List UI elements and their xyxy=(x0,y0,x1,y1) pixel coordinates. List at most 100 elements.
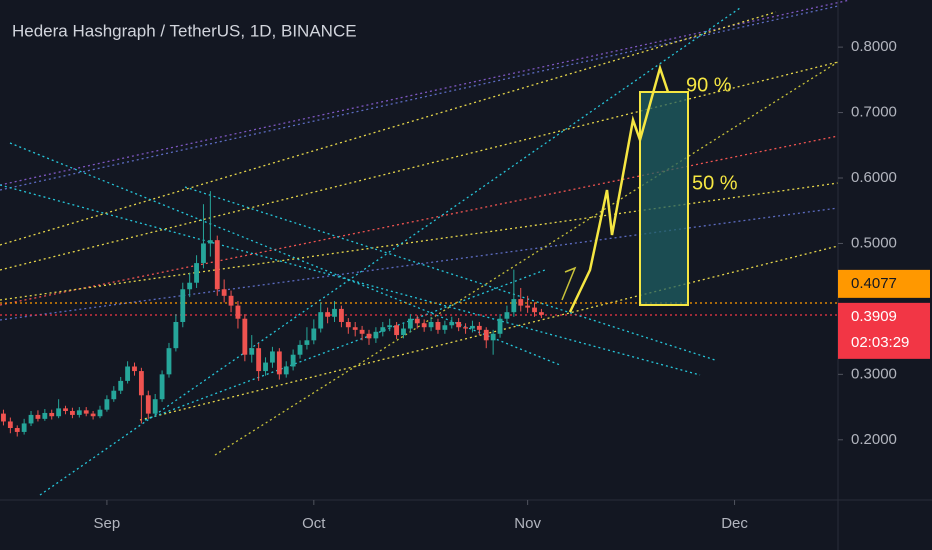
candle-body xyxy=(1,413,6,422)
countdown: 02:03:29 xyxy=(851,334,909,351)
candle-body xyxy=(125,366,131,381)
candle-body xyxy=(539,312,544,315)
candle-body xyxy=(194,263,199,283)
candle-body xyxy=(138,371,144,396)
target-box xyxy=(639,91,689,306)
candle-body xyxy=(332,308,337,317)
candle-body xyxy=(180,289,186,322)
candle-body xyxy=(152,399,158,414)
arrow xyxy=(561,266,577,301)
candle-body xyxy=(49,412,55,417)
candle-body xyxy=(532,307,537,313)
annotation: 90 % xyxy=(686,74,732,96)
x-tick-label: Nov xyxy=(514,515,541,532)
candle-body xyxy=(42,412,48,419)
trend-line xyxy=(144,269,546,421)
price-marker xyxy=(838,302,930,359)
trend-line xyxy=(0,182,839,301)
candle-body xyxy=(270,351,275,363)
x-tick-label: Dec xyxy=(721,515,748,532)
candle-body xyxy=(366,333,372,339)
candle-body xyxy=(297,344,303,355)
trend-line xyxy=(0,11,777,246)
candle-body xyxy=(263,362,268,372)
candle-body xyxy=(159,374,165,400)
x-tick-label: Oct xyxy=(302,515,326,532)
candle-body xyxy=(449,321,455,326)
candle-body xyxy=(380,327,386,332)
candle-body xyxy=(201,243,206,264)
trend-line xyxy=(0,61,839,271)
candle-body xyxy=(104,399,110,410)
candle-body xyxy=(70,410,75,415)
candle-body xyxy=(435,321,441,330)
trend-line xyxy=(9,142,561,366)
candle-body xyxy=(476,325,482,330)
candle-body xyxy=(304,340,310,345)
candle-body xyxy=(63,408,68,411)
candle-body xyxy=(338,308,344,322)
candle-body xyxy=(387,325,393,328)
candle-body xyxy=(83,410,89,414)
price-marker-label: 0.4077 xyxy=(851,275,897,292)
candle-body xyxy=(352,327,358,330)
candle-body xyxy=(456,321,462,328)
trend-line xyxy=(39,7,741,496)
candle-body xyxy=(35,414,41,419)
candle-body xyxy=(187,282,193,290)
y-tick-label: 0.5000 xyxy=(851,234,897,251)
candle-body xyxy=(311,328,317,341)
candle-body xyxy=(497,318,503,334)
candle-body xyxy=(118,380,124,391)
candle-body xyxy=(470,325,475,329)
candle-body xyxy=(145,395,151,414)
y-tick-label: 0.2000 xyxy=(851,431,897,448)
candle-body xyxy=(373,331,379,339)
candle-body xyxy=(483,329,489,341)
candle-body xyxy=(442,325,448,330)
candle-body xyxy=(525,305,531,308)
y-tick-label: 0.8000 xyxy=(851,38,897,55)
candle-body xyxy=(325,312,331,317)
annotation: 50 % xyxy=(692,172,738,194)
candle-body xyxy=(21,423,27,432)
price-marker xyxy=(838,269,930,298)
candle-body xyxy=(256,348,262,372)
y-tick-label: 0.7000 xyxy=(851,104,897,121)
candle-body xyxy=(407,318,413,329)
candle-body xyxy=(97,409,103,417)
candle-body xyxy=(518,299,524,306)
candle-body xyxy=(401,328,406,336)
candle-body xyxy=(173,321,179,349)
candle-body xyxy=(28,414,34,424)
candle-body xyxy=(428,321,434,328)
price-marker-label: 0.3909 xyxy=(851,308,897,325)
candle-body xyxy=(14,428,20,432)
candle-body xyxy=(511,299,517,313)
candle-body xyxy=(207,240,213,244)
projection-path xyxy=(568,63,670,313)
candle-body xyxy=(249,348,255,355)
chart-title: Hedera Hashgraph / TetherUS, 1D, BINANCE xyxy=(12,21,357,40)
candle-body xyxy=(132,366,137,372)
drawings xyxy=(0,0,851,496)
candle-body xyxy=(56,408,62,417)
candle-body xyxy=(414,318,420,324)
x-tick-label: Sep xyxy=(94,515,121,532)
y-tick-label: 0.6000 xyxy=(851,169,897,186)
candle-body xyxy=(394,325,399,336)
candle-body xyxy=(221,289,227,296)
candle-body xyxy=(318,312,324,329)
candle-body xyxy=(90,413,96,417)
candle-body xyxy=(166,348,172,375)
candle-body xyxy=(490,333,496,341)
candle-body xyxy=(421,323,427,328)
trend-line xyxy=(0,184,701,376)
candle-body xyxy=(345,321,351,328)
candle-body xyxy=(276,351,282,375)
candle-body xyxy=(111,390,117,400)
candle-body xyxy=(359,329,365,334)
trend-line xyxy=(0,207,839,321)
